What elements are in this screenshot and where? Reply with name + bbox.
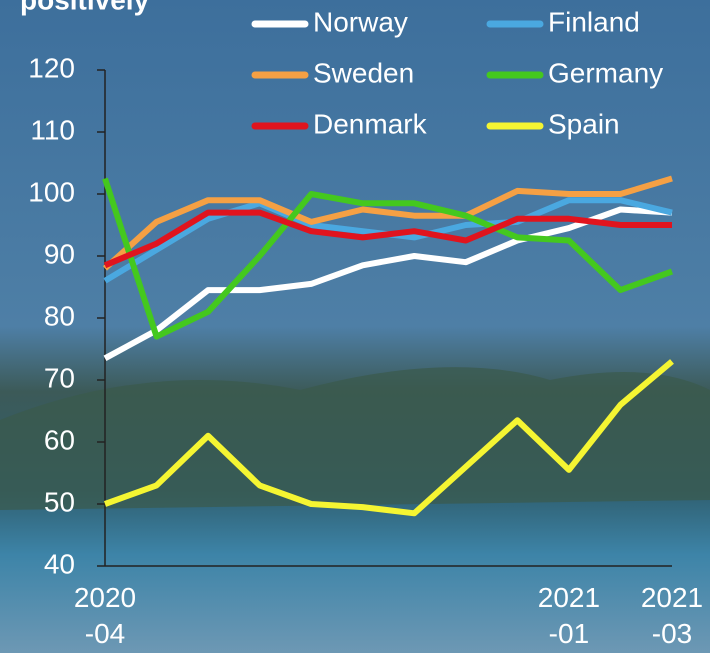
y-tick-label: 80 bbox=[44, 300, 75, 331]
x-tick-label-line: -04 bbox=[85, 618, 125, 649]
y-tick-label: 50 bbox=[44, 486, 75, 517]
chart-title: positively bbox=[20, 0, 150, 15]
chart: positively 40 50 60 70 80 90 100 110 120 2020 -04 2… bbox=[0, 0, 710, 653]
y-tick-label: 100 bbox=[28, 176, 75, 207]
x-tick-label-line: 2021 bbox=[538, 582, 600, 613]
background bbox=[0, 0, 710, 653]
y-tick-label: 60 bbox=[44, 424, 75, 455]
y-tick-label: 70 bbox=[44, 362, 75, 393]
legend-label: Finland bbox=[548, 6, 640, 37]
x-tick-label-line: 2021 bbox=[641, 582, 703, 613]
x-tick-label-line: -03 bbox=[652, 618, 692, 649]
x-tick-label-line: -01 bbox=[549, 618, 589, 649]
x-tick-label-line: 2020 bbox=[74, 582, 136, 613]
y-tick-label: 90 bbox=[44, 238, 75, 269]
legend-label: Sweden bbox=[313, 57, 414, 88]
y-tick-label: 40 bbox=[44, 548, 75, 579]
legend-label: Germany bbox=[548, 57, 663, 88]
y-tick-label: 120 bbox=[28, 52, 75, 83]
y-tick-label: 110 bbox=[30, 114, 75, 145]
legend-label: Spain bbox=[548, 108, 620, 139]
legend-label: Denmark bbox=[313, 108, 428, 139]
legend-label: Norway bbox=[313, 6, 408, 37]
